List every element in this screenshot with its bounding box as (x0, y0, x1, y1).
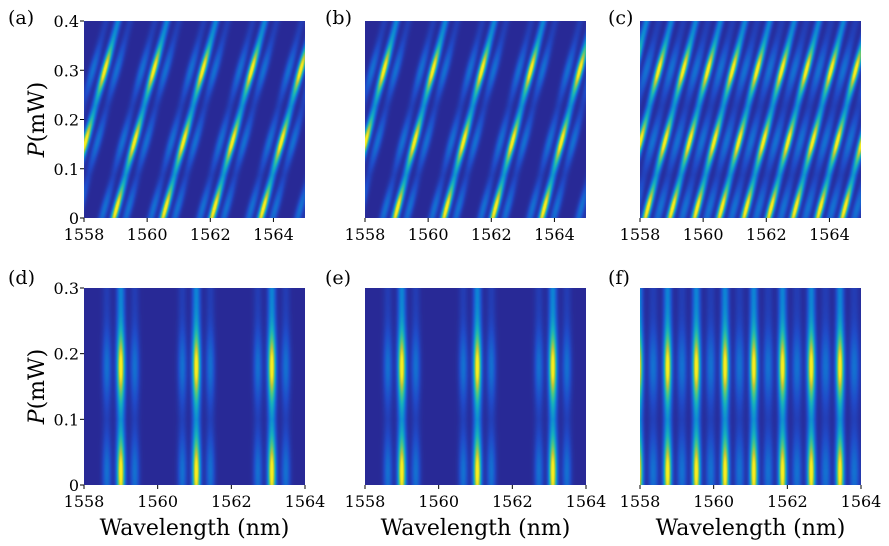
heatmap-a (84, 21, 305, 218)
panel-f: (f) 1558 1560 1562 1564 Wavelength (nm) (608, 267, 881, 541)
x-axis-label-d: Wavelength (nm) (100, 516, 290, 541)
x-tick-label-f-0: 1558 (620, 492, 661, 511)
x-tick-label-e-2: 1562 (492, 492, 533, 511)
x-tick-label-a-3: 1564 (253, 225, 294, 244)
y-axis-label-unit-a: (mW) (25, 82, 50, 143)
panel-label-a: (a) (8, 7, 34, 29)
x-tick-label-b-1: 1560 (408, 225, 449, 244)
panel-label-f: (f) (608, 267, 630, 289)
x-tick-label-e-3: 1564 (566, 492, 607, 511)
y-axis-label-a: P(mW) (25, 82, 50, 158)
heatmap-c (640, 21, 861, 218)
panel-c: (c) 1558 1560 1562 1564 (608, 7, 861, 244)
x-axis-label-f: Wavelength (nm) (656, 516, 846, 541)
y-tick-label-d-1: 0.1 (54, 410, 79, 429)
y-axis-label-d: P(mW) (25, 349, 50, 425)
x-tick-label-a-2: 1562 (190, 225, 231, 244)
x-tick-label-c-1: 1560 (683, 225, 724, 244)
x-axis-label-e: Wavelength (nm) (381, 516, 571, 541)
x-tick-label-e-1: 1560 (418, 492, 459, 511)
y-tick-label-a-0: 0 (69, 209, 79, 228)
panel-label-b: (b) (325, 7, 352, 29)
x-tick-label-f-1: 1560 (693, 492, 734, 511)
x-tick-label-c-0: 1558 (620, 225, 661, 244)
x-tick-label-b-0: 1558 (345, 225, 386, 244)
x-tick-label-e-0: 1558 (345, 492, 386, 511)
panel-b: (b) 1558 1560 1562 1564 (325, 7, 586, 244)
x-tick-label-b-2: 1562 (471, 225, 512, 244)
y-tick-label-a-4: 0.4 (54, 12, 79, 31)
x-tick-label-d-3: 1564 (285, 492, 326, 511)
heatmap-e (365, 288, 586, 485)
panel-e: (e) 1558 1560 1562 1564 Wavelength (nm) (325, 267, 606, 541)
panel-label-c: (c) (608, 7, 633, 29)
panel-label-d: (d) (8, 267, 35, 289)
heatmap-d (84, 288, 305, 485)
panel-d: (d) 1558 1560 1562 1564 0 0.1 0.2 0.3 P(mW) Wavele… (8, 267, 325, 541)
heatmap-b (365, 21, 586, 218)
y-tick-label-a-2: 0.2 (54, 111, 79, 130)
y-tick-label-d-3: 0.3 (54, 279, 79, 298)
y-tick-label-a-1: 0.1 (54, 160, 79, 179)
y-axis-label-var-d: P (25, 408, 50, 425)
x-tick-label-d-0: 1558 (64, 492, 105, 511)
x-tick-label-c-3: 1564 (809, 225, 850, 244)
y-tick-label-d-0: 0 (69, 476, 79, 495)
x-tick-label-d-1: 1560 (137, 492, 178, 511)
y-tick-label-d-2: 0.2 (54, 345, 79, 364)
x-tick-label-f-3: 1564 (841, 492, 882, 511)
x-tick-label-f-2: 1562 (767, 492, 808, 511)
panel-a: (a) 1558 1560 1562 1564 0 0.1 0.2 0.3 0.4 P(mW) (8, 7, 305, 244)
y-axis-label-unit-d: (mW) (25, 349, 50, 410)
y-axis-label-var-a: P (25, 141, 50, 158)
x-tick-label-a-0: 1558 (64, 225, 105, 244)
panel-label-e: (e) (325, 267, 351, 289)
x-tick-label-d-2: 1562 (211, 492, 252, 511)
x-tick-label-c-2: 1562 (746, 225, 787, 244)
x-tick-label-a-1: 1560 (127, 225, 168, 244)
y-tick-label-a-3: 0.3 (54, 61, 79, 80)
heatmap-f (640, 288, 861, 485)
x-tick-label-b-3: 1564 (534, 225, 575, 244)
